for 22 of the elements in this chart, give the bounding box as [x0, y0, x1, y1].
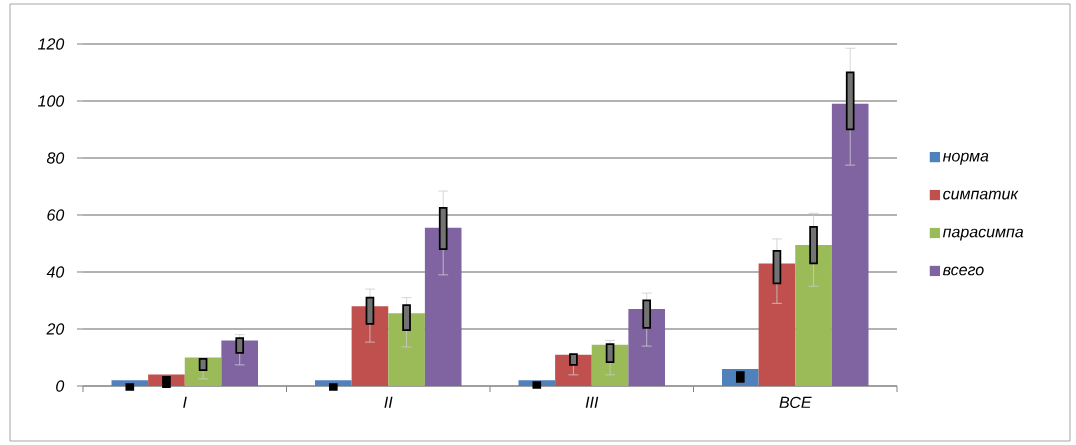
y-tick-label: 40: [46, 266, 65, 278]
bar: [388, 313, 425, 386]
legend-label: всего: [942, 266, 984, 276]
y-tick-label: 120: [38, 38, 65, 50]
bar: [628, 309, 666, 386]
bar: [758, 263, 796, 386]
bar: [795, 244, 832, 386]
y-tick-label: 80: [46, 152, 65, 164]
bar: [351, 306, 389, 386]
y-tick-label: 60: [47, 209, 65, 221]
bar: [424, 227, 462, 386]
x-tick-label: III: [585, 396, 599, 408]
y-tick-label: 0: [56, 380, 65, 392]
legend-label: парасимпа: [942, 228, 1024, 241]
y-tick-label: 20: [46, 323, 65, 335]
legend-label: норма: [942, 152, 989, 165]
bar: [831, 103, 869, 386]
legend-label: симпатик: [943, 190, 1019, 200]
x-tick-label: ВСЕ: [779, 396, 812, 409]
y-tick-label: 100: [38, 95, 65, 107]
x-tick-label: I: [183, 396, 187, 408]
x-tick-label: II: [384, 396, 393, 408]
